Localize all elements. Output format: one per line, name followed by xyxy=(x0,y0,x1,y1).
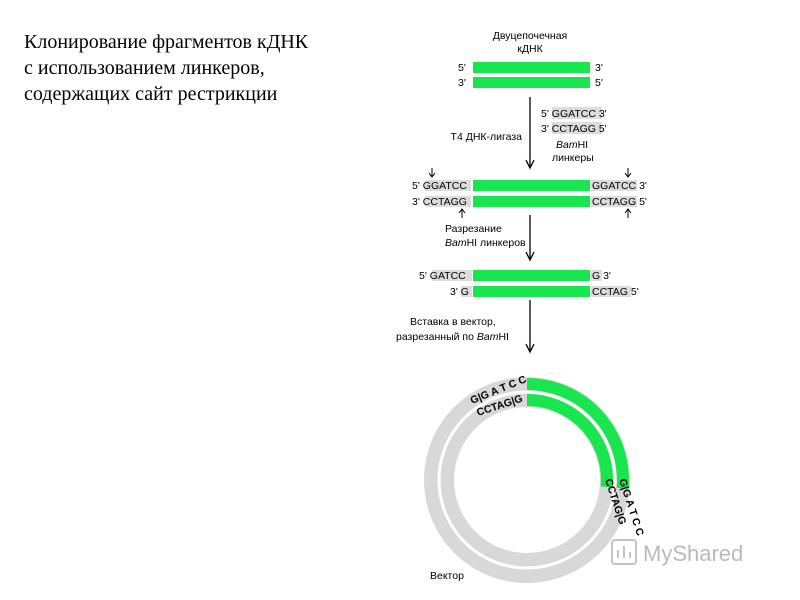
text-part: 3' xyxy=(412,196,420,208)
dna-strand xyxy=(473,286,590,297)
site-box xyxy=(591,180,637,191)
site-box xyxy=(552,107,602,119)
text-part: GGATCC xyxy=(592,180,637,192)
site-box xyxy=(425,196,471,207)
text-part: 3' xyxy=(599,108,607,120)
label: BamHI линкеров xyxy=(445,237,526,249)
text-part: G xyxy=(461,286,469,298)
arrow xyxy=(525,97,535,170)
end: 5' xyxy=(595,77,603,89)
dna-strand xyxy=(473,196,590,207)
text-part: 5' xyxy=(419,270,427,282)
text-part: HI линкеров xyxy=(467,237,526,249)
end: 3' G xyxy=(450,286,469,298)
text-part: 5' xyxy=(631,286,639,298)
end: 5' GATCC xyxy=(419,270,466,282)
dna-strand xyxy=(473,270,590,281)
text-part: Bam xyxy=(556,139,578,151)
label: Вектор xyxy=(430,570,464,582)
text-part: 5' xyxy=(541,108,549,120)
site-box xyxy=(425,180,471,191)
site-box xyxy=(591,270,602,281)
text-part: GGATCC xyxy=(423,180,468,192)
end: 5' xyxy=(458,62,466,74)
site-box xyxy=(552,122,602,134)
insert-strand xyxy=(526,378,629,489)
end: 3' CCTAGG xyxy=(412,196,467,208)
text-part: G xyxy=(592,270,600,282)
text-part: GATCC xyxy=(430,270,466,282)
end: CCTAGG 5' xyxy=(592,196,647,208)
text-part: CCTAG xyxy=(592,286,628,298)
label: разрезанный по BamHI xyxy=(396,331,509,343)
text-part: 3' xyxy=(541,123,549,135)
text-part: Bam xyxy=(477,331,499,343)
site-box xyxy=(591,286,631,297)
dna-strand xyxy=(473,180,590,191)
site-arrows xyxy=(428,168,632,218)
watermark: MyShared xyxy=(611,539,743,566)
label: Вставка в вектор, xyxy=(410,316,496,328)
text-part: 3' xyxy=(639,180,647,192)
text-part: 3' xyxy=(450,286,458,298)
text-part: CCTAGG xyxy=(423,196,467,208)
text-part: HI xyxy=(498,331,509,343)
title-line: Клонирование фрагментов кДНК xyxy=(24,31,309,53)
text-part: разрезанный по xyxy=(396,331,477,343)
dna-strand xyxy=(473,77,590,88)
label: BamHI xyxy=(556,139,588,151)
text-part: HI xyxy=(578,139,589,151)
linker: 5' GGATCC 3' xyxy=(541,108,607,120)
site-box xyxy=(461,286,472,297)
text-part: 5' xyxy=(599,123,607,135)
text-part: GGATCC xyxy=(552,108,597,120)
title-line: с использованием линкеров, xyxy=(24,57,265,79)
text-part: CCTAGG xyxy=(552,123,596,135)
end: 5' GGATCC xyxy=(412,180,467,192)
end: 3' xyxy=(458,77,466,89)
label: Двуцепочечная xyxy=(493,30,568,42)
site-box xyxy=(591,196,637,207)
text-part: 5' xyxy=(412,180,420,192)
end: G 3' xyxy=(592,270,611,282)
linker: 3' CCTAGG 5' xyxy=(541,123,607,135)
arrow xyxy=(525,215,535,262)
text-part: Bam xyxy=(445,237,467,249)
end: CCTAG 5' xyxy=(592,286,639,298)
text-part: 5' xyxy=(639,196,647,208)
label: Разрезание xyxy=(445,223,502,235)
vector-gap xyxy=(437,390,617,570)
dna-strand xyxy=(473,62,590,73)
site-box xyxy=(432,270,472,281)
label: кДНК xyxy=(517,43,543,55)
label: линкеры xyxy=(552,152,594,164)
text-part: 3' xyxy=(603,270,611,282)
title-line: содержащих сайт рестрикции xyxy=(24,83,278,105)
end: GGATCC 3' xyxy=(592,180,647,192)
arrow xyxy=(525,300,535,354)
end: 3' xyxy=(595,62,603,74)
text-part: CCTAGG xyxy=(592,196,636,208)
text-part: MyShared xyxy=(643,541,743,566)
label: T4 ДНК-лигаза xyxy=(451,131,523,143)
insert-strand xyxy=(526,394,614,488)
